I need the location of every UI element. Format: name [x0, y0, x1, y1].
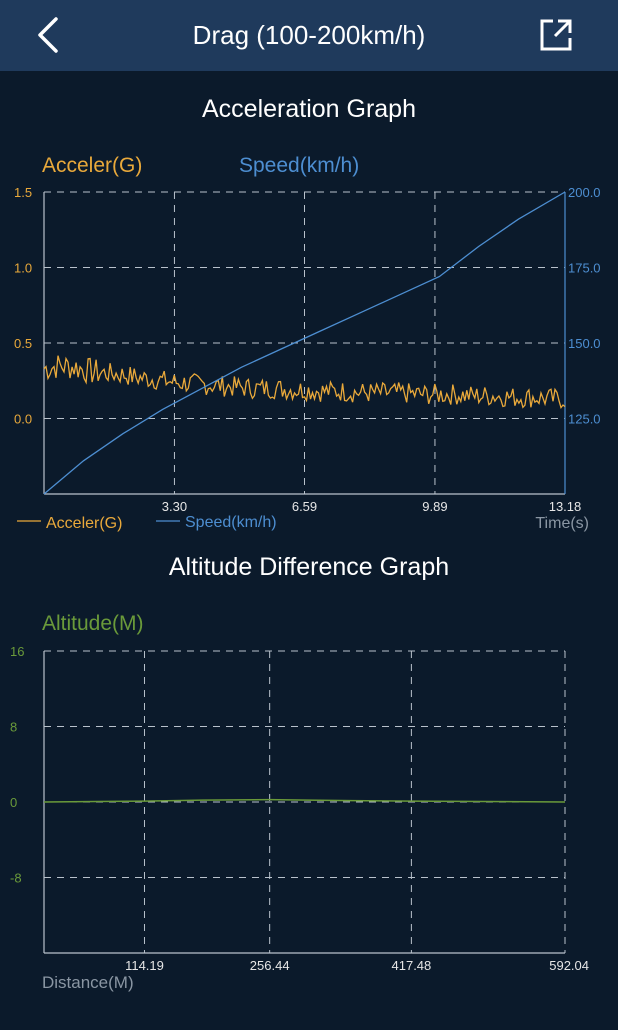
- x-tick-label: 256.44: [250, 958, 290, 973]
- y-left-tick-label: 1.0: [14, 261, 32, 276]
- y-tick-label: 16: [10, 644, 24, 659]
- y-tick-label: -8: [10, 871, 22, 886]
- legend: Acceler(G) Speed(km/h): [17, 514, 277, 532]
- altitude-axis-name: Altitude(M): [42, 612, 144, 635]
- chevron-left-icon: [38, 17, 58, 53]
- x-tick-label: 417.48: [392, 958, 432, 973]
- y-right-tick-label: 150.0: [568, 336, 601, 351]
- nav-bar: Drag (100-200km/h): [0, 0, 618, 71]
- legend-speed-label: Speed(km/h): [185, 514, 277, 531]
- time-axis-name: Time(s): [535, 515, 589, 532]
- x-tick-label: 114.19: [125, 958, 164, 973]
- y-right-tick-label: 175.0: [568, 261, 601, 276]
- distance-axis-name: Distance(M): [42, 973, 134, 992]
- page-title: Drag (100-200km/h): [192, 20, 426, 50]
- legend-accel-label: Acceler(G): [46, 515, 122, 532]
- altitude-graph-title: Altitude Difference Graph: [168, 553, 450, 581]
- y-left-tick-label: 1.5: [14, 185, 32, 200]
- accel-axis-name: Acceler(G): [42, 154, 143, 177]
- x-tick-label: 3.30: [162, 499, 187, 514]
- altitude-series-line: [43, 798, 566, 803]
- acceleration-chart: 0.0 0.5 1.0 1.5 125.0 150.0 175.0 200.0 3.30 6.…: [14, 185, 601, 532]
- share-button[interactable]: [534, 12, 578, 58]
- x-tick-label: 9.89: [422, 499, 447, 514]
- speed-series-line: [43, 191, 566, 495]
- x-tick-label: 13.18: [549, 499, 582, 514]
- acceleration-series-line: [43, 355, 566, 410]
- y-right-tick-label: 200.0: [568, 185, 601, 200]
- accel-graph-title: Acceleration Graph: [201, 95, 416, 123]
- y-right-tick-label: 125.0: [568, 412, 601, 427]
- y-tick-label: 0: [10, 795, 17, 810]
- speed-axis-name: Speed(km/h): [239, 154, 360, 177]
- x-tick-label: 592.04: [549, 958, 589, 973]
- y-left-tick-label: 0.0: [14, 412, 32, 427]
- y-tick-label: 8: [10, 720, 17, 735]
- y-left-tick-label: 0.5: [14, 336, 32, 351]
- share-export-icon: [540, 19, 572, 51]
- back-button[interactable]: [26, 12, 70, 58]
- x-tick-label: 6.59: [292, 499, 317, 514]
